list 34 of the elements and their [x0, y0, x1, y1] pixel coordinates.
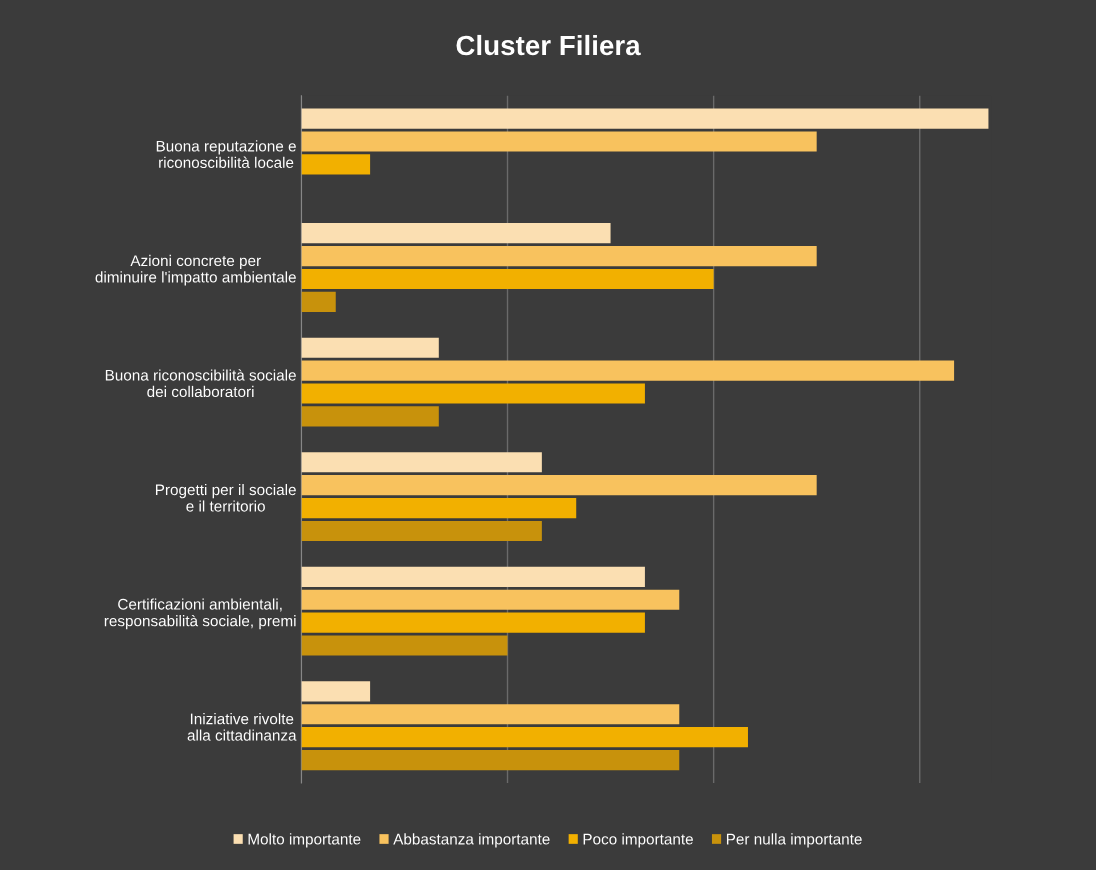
bar: [301, 291, 336, 312]
bar: [301, 566, 645, 587]
legend-label: Per nulla importante: [726, 833, 862, 848]
y-tick-label: Buona riconoscibilità sociale dei collaboratori: [105, 369, 296, 398]
bar: [301, 245, 817, 267]
y-tick-label: Azioni concrete per diminuire l'impatto ambientale: [95, 254, 296, 286]
y-tick-label: Progetti per il sociale e il territorio: [155, 483, 296, 512]
bar: [301, 612, 645, 633]
bar: [301, 406, 439, 427]
y-tick-label: Certificazioni ambientali, responsabilità sociale, premi: [104, 598, 296, 630]
y-tick-label: Buona reputazione e riconoscibilità locale: [156, 140, 296, 168]
chart-title: Cluster Filiera: [456, 34, 641, 56]
bar: [301, 360, 955, 381]
bar: [301, 681, 371, 702]
bar: [301, 727, 748, 748]
y-tick-label: Iniziative rivolte alla cittadinanza: [187, 713, 297, 741]
bar: [301, 223, 611, 244]
bar: [301, 452, 542, 473]
bar: [301, 337, 439, 358]
bar: [301, 108, 989, 129]
bar: [301, 498, 577, 519]
bar: [301, 475, 817, 496]
legend-label: Molto importante: [248, 833, 361, 848]
bar: [301, 704, 680, 725]
bar: [301, 154, 371, 175]
legend-label: Poco importante: [583, 833, 693, 848]
bar: [301, 520, 542, 542]
bar: [301, 750, 680, 771]
bar: [301, 589, 680, 610]
legend-label: Abbastanza importante: [393, 833, 550, 848]
bar: [301, 268, 714, 290]
bar: [301, 635, 508, 656]
bar: [301, 383, 645, 404]
bar: [301, 131, 817, 152]
